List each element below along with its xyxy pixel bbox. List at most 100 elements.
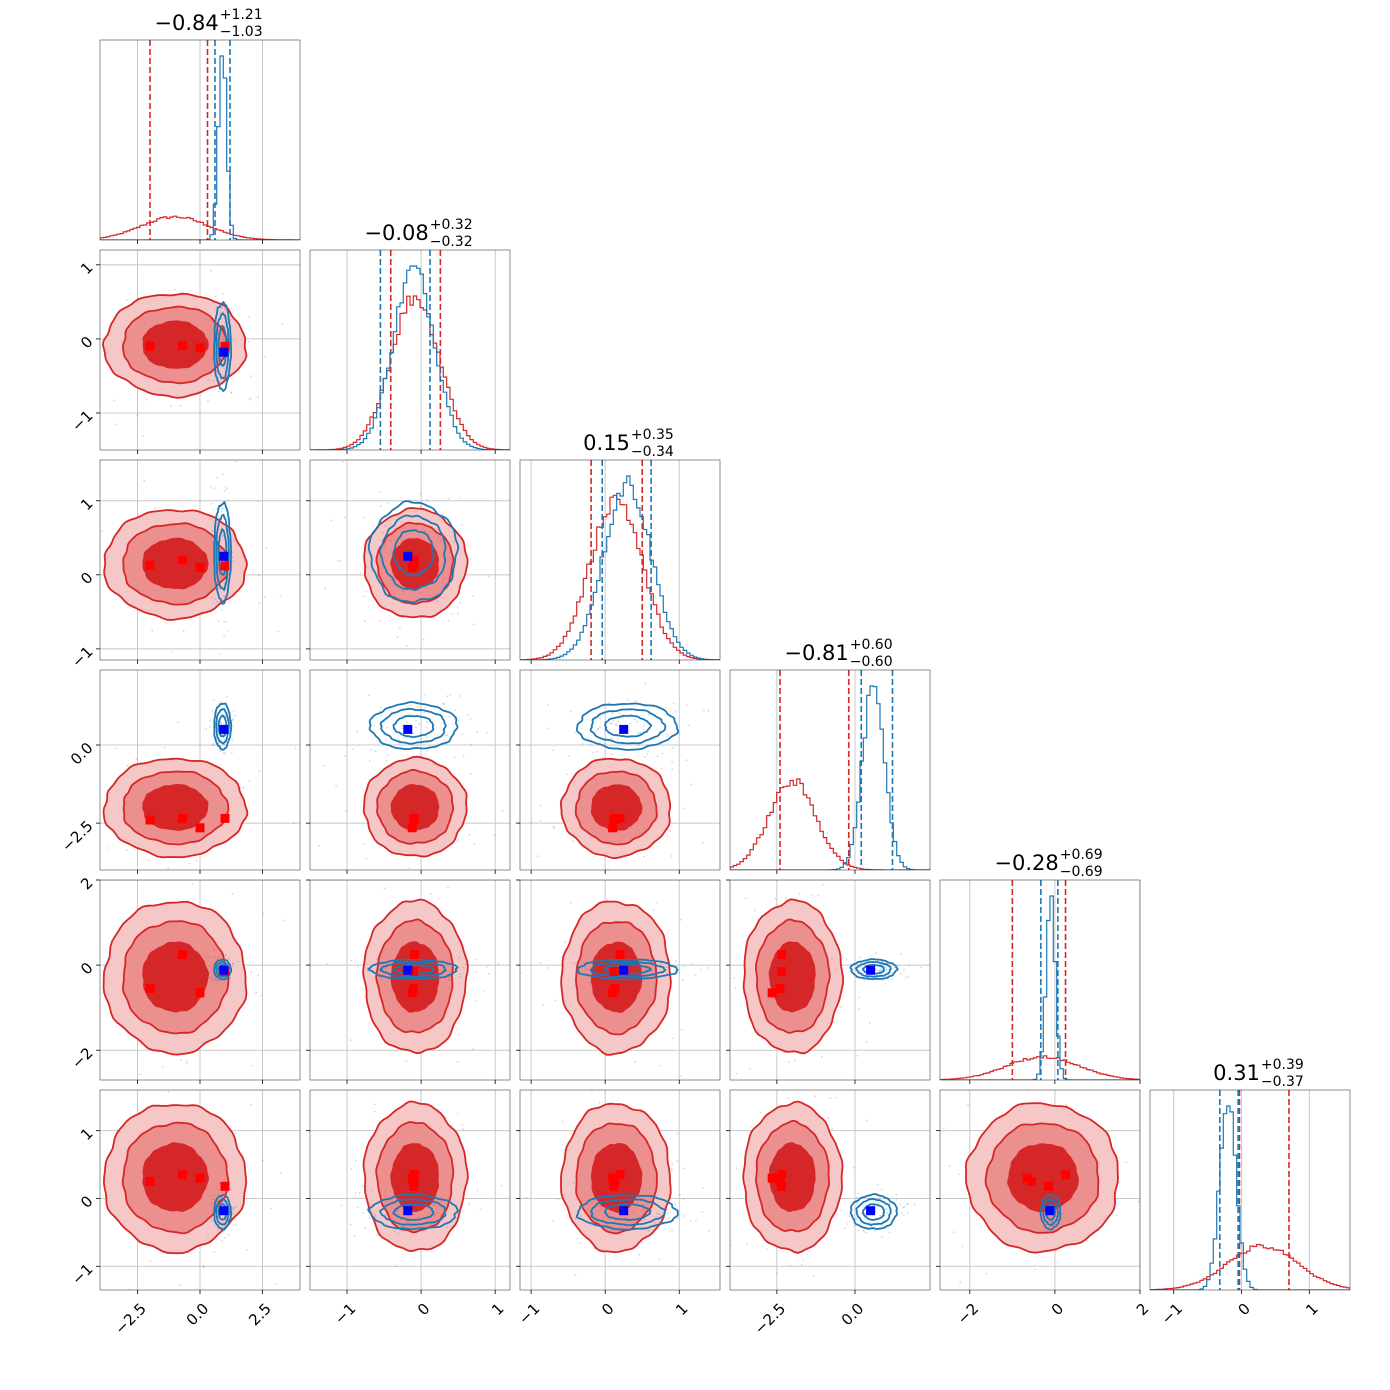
scatter-point [457,1214,460,1217]
scatter-point [732,966,734,968]
scatter-point [636,720,638,723]
scatter-point [635,967,638,970]
scatter-point [666,1208,668,1211]
scatter-point [674,1203,676,1206]
scatter-point [617,721,620,723]
scatter-point [282,919,285,922]
scatter-point [1043,1225,1045,1228]
scatter-point [390,975,393,978]
marker-red [145,341,155,351]
scatter-point [401,1225,404,1227]
scatter-point [383,887,386,890]
scatter-point [1072,1066,1074,1068]
scatter-point [279,594,282,597]
contour-blue-0 [213,958,233,981]
scatter-point [208,965,211,967]
scatter-point [234,1223,237,1226]
scatter-point [1049,1225,1052,1228]
scatter-point [690,963,693,966]
panel-title-1: −0.08 +0.32−0.32 [364,217,472,250]
scatter-point [225,621,228,623]
scatter-point [884,983,887,985]
scatter-point [335,785,337,788]
scatter-point [446,695,449,698]
scatter-point [774,897,777,900]
scatter-point [634,969,637,971]
scatter-point [882,1224,885,1227]
scatter-point [656,755,659,758]
scatter-point [447,886,449,889]
panel-4-0 [96,879,301,1084]
scatter-point [224,954,227,956]
scatter-point [385,759,388,762]
scatter-point [365,857,368,860]
scatter-point [232,962,235,965]
scatter-point [449,693,452,696]
scatter-point [497,963,500,966]
scatter-point [446,964,448,967]
scatter-point [670,855,673,857]
scatter-point [672,702,675,705]
scatter-point [94,858,96,860]
scatter-point [380,715,383,717]
scatter-point [232,710,235,712]
scatter-point [582,743,584,745]
scatter-point [143,479,146,482]
panel-5-1 [306,1089,511,1294]
scatter-point [689,1220,692,1222]
scatter-point [368,760,371,763]
scatter-point [888,1231,891,1234]
scatter-point [451,723,454,726]
scatter-point [212,530,214,532]
contour-blue-1 [855,960,892,978]
scatter-point [598,741,601,743]
y-tick-label: 0.0 [67,739,97,769]
scatter-point [1049,1197,1052,1199]
scatter-point [114,423,117,426]
scatter-point [891,977,894,980]
scatter-point [398,738,400,741]
scatter-point [667,1211,669,1214]
scatter-point [459,695,461,697]
scatter-point [458,957,461,959]
scatter-point [642,729,645,731]
scatter-point [223,723,225,725]
scatter-point [857,1192,860,1195]
scatter-point [586,1067,588,1069]
scatter-point [399,1218,402,1221]
scatter-point [315,552,317,554]
scatter-point [487,575,490,578]
histogram-series-1 [100,55,300,240]
scatter-point [225,695,228,698]
scatter-point [899,1203,902,1206]
marker-red [407,1173,417,1183]
scatter-point [698,912,700,914]
x-tick-label: 0 [414,1300,433,1319]
scatter-point [669,829,671,832]
scatter-point [406,1220,409,1223]
y-tick-label: −1 [68,1260,96,1288]
scatter-point [137,514,140,517]
panel-frame [309,459,511,661]
scatter-point [1046,1230,1049,1232]
scatter-point [959,1281,962,1284]
title-minus: −0.32 [430,234,473,250]
panel-5-4 [936,1066,1141,1294]
x-tick-label: 1 [672,1300,691,1319]
scatter-point [419,591,422,594]
scatter-point [421,966,424,968]
scatter-point [220,609,223,611]
scatter-point [211,1218,213,1221]
scatter-point [653,909,655,911]
scatter-point [900,972,902,975]
scatter-point [430,893,432,895]
scatter-point [811,894,814,896]
scatter-point [1034,1268,1036,1271]
panel-frame [729,669,931,871]
scatter-point [439,518,441,520]
marker-red [409,1181,419,1191]
scatter-point [848,1215,851,1217]
scatter-point [257,500,259,503]
scatter-point [219,603,222,606]
scatter-point [418,723,420,725]
